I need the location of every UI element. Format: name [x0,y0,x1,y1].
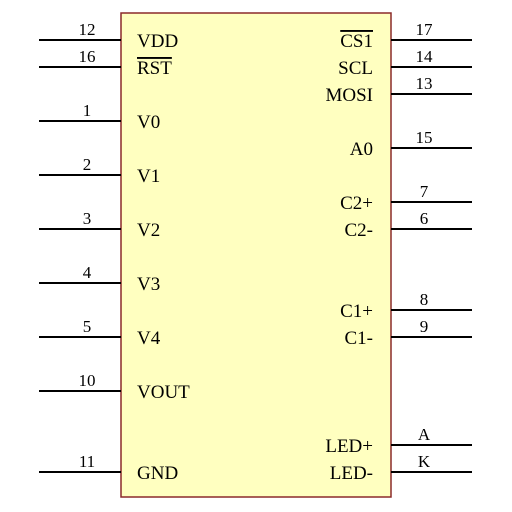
pin-label: C1- [345,328,374,349]
pin-label: VOUT [137,382,190,403]
pin-number: 8 [420,290,429,309]
pin-number: 14 [416,47,434,66]
pin-led-minus: K LED- [330,452,472,484]
right-pin-group: 17 CS1 14 SCL 13 MOSI 15 A0 7 C2+ 6 C2- 8 C1+ 9 C1- A LED… [325,20,472,484]
pin-v2: 3 V2 [39,209,160,241]
pin-number: 6 [420,209,429,228]
pin-number: 9 [420,317,429,336]
pin-number: 16 [79,47,96,66]
pin-gnd: 11 GND [39,452,178,484]
pin-rst: 16 RST [39,47,172,79]
pin-label: RST [137,58,172,79]
pin-label: V3 [137,274,160,295]
pin-label: VDD [137,31,178,52]
pin-number: 2 [83,155,92,174]
pin-number: 1 [83,101,92,120]
pin-number: 4 [83,263,92,282]
pin-mosi: 13 MOSI [325,74,472,106]
pin-v4: 5 V4 [39,317,161,349]
pin-label: LED- [330,463,373,484]
pin-label: V4 [137,328,161,349]
pin-label: CS1 [340,31,373,52]
pin-label: V1 [137,166,160,187]
pin-c1-plus: 8 C1+ [340,290,472,322]
ic-body [120,12,392,498]
pin-a0: 15 A0 [350,128,472,160]
pin-number: K [418,452,431,471]
pin-vdd: 12 VDD [39,20,178,52]
pin-number: A [418,425,431,444]
pin-cs1: 17 CS1 [340,20,472,52]
pin-v3: 4 V3 [39,263,160,295]
pin-vout: 10 VOUT [39,371,190,403]
pin-label: V2 [137,220,160,241]
pin-label: GND [137,463,178,484]
pin-label: LED+ [325,436,373,457]
pin-label: V0 [137,112,160,133]
pin-label: C2- [345,220,374,241]
pin-label: SCL [338,58,373,79]
pin-number: 11 [79,452,95,471]
pin-label: MOSI [325,85,373,106]
pin-number: 17 [416,20,434,39]
pin-label: C2+ [340,193,373,214]
pin-label: C1+ [340,301,373,322]
pin-label: A0 [350,139,373,160]
pin-v0: 1 V0 [39,101,160,133]
pin-number: 7 [420,182,429,201]
pin-number: 10 [79,371,96,390]
pin-number: 3 [83,209,92,228]
pin-c1-minus: 9 C1- [345,317,472,349]
pin-number: 15 [416,128,433,147]
pin-led-plus: A LED+ [325,425,472,457]
pin-c2-minus: 6 C2- [345,209,472,241]
pin-v1: 2 V1 [39,155,160,187]
pin-number: 13 [416,74,433,93]
pin-c2-plus: 7 C2+ [340,182,472,214]
pin-number: 12 [79,20,96,39]
left-pin-group: 12 VDD 16 RST 1 V0 2 V1 3 V2 4 V3 5 V4 10 VOUT 11 GND [39,20,190,484]
pin-number: 5 [83,317,92,336]
pin-scl: 14 SCL [338,47,472,79]
